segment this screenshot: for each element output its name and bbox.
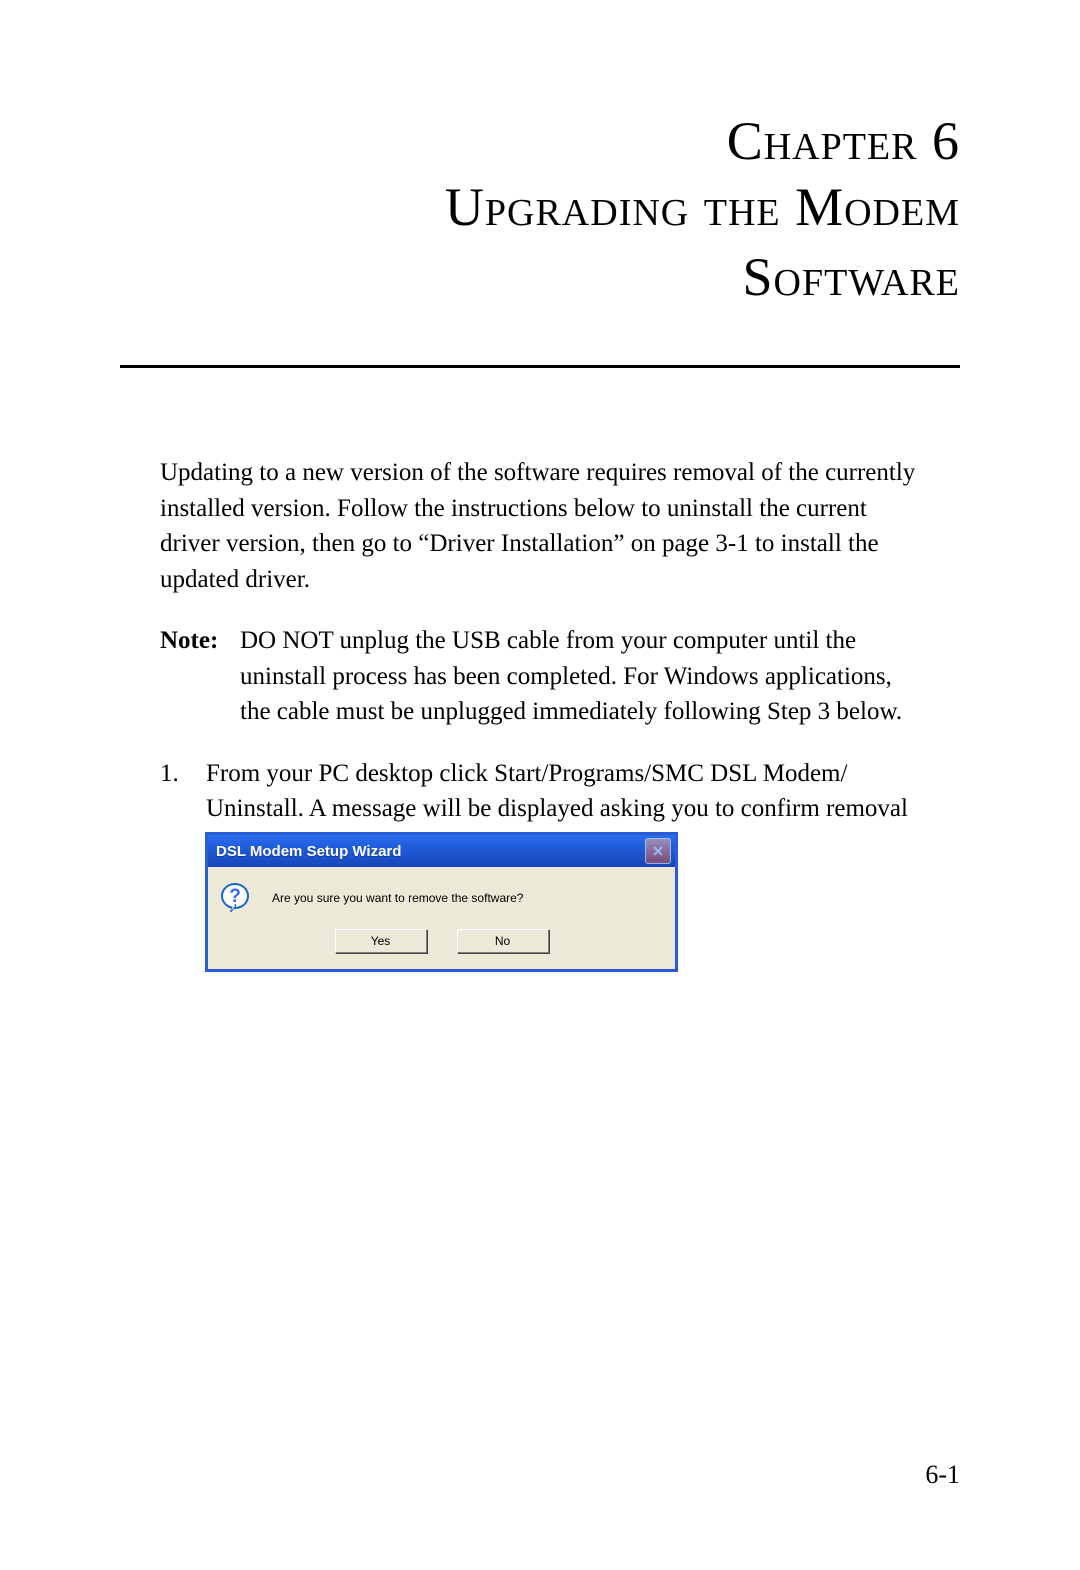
chapter-heading: Chapter 6 Upgrading the Modem Software	[120, 110, 960, 312]
no-button[interactable]: No	[457, 929, 549, 953]
dialog-button-row: Yes No	[220, 929, 663, 955]
dialog-question-text: Are you sure you want to remove the soft…	[272, 891, 523, 905]
heading-rule	[120, 365, 960, 368]
dialog-window: DSL Modem Setup Wizard ?	[205, 832, 678, 972]
dialog-body: ? Are you sure you want to remove the so…	[208, 867, 675, 969]
chapter-number: Chapter 6	[120, 110, 960, 172]
document-page: Chapter 6 Upgrading the Modem Software U…	[0, 0, 1080, 1570]
yes-button[interactable]: Yes	[335, 929, 427, 953]
dialog-title: DSL Modem Setup Wizard	[216, 843, 645, 860]
note-label: Note:	[160, 623, 240, 730]
note-block: Note: DO NOT unplug the USB cable from y…	[160, 623, 920, 730]
dialog-titlebar: DSL Modem Setup Wizard	[208, 835, 675, 867]
dialog-screenshot: DSL Modem Setup Wizard ?	[205, 832, 678, 972]
page-number: 6-1	[925, 1460, 960, 1490]
chapter-title-line2: Software	[120, 242, 960, 312]
close-button[interactable]	[645, 838, 671, 864]
step-number: 1.	[160, 756, 206, 863]
chapter-title-line1: Upgrading the Modem	[120, 172, 960, 242]
intro-paragraph: Updating to a new version of the softwar…	[160, 455, 920, 597]
dialog-message-row: ? Are you sure you want to remove the so…	[220, 881, 663, 915]
svg-text:?: ?	[229, 886, 241, 907]
note-text: DO NOT unplug the USB cable from your co…	[240, 623, 920, 730]
close-icon	[652, 845, 664, 857]
question-icon: ?	[220, 881, 254, 915]
body-text-column: Updating to a new version of the softwar…	[160, 455, 920, 884]
